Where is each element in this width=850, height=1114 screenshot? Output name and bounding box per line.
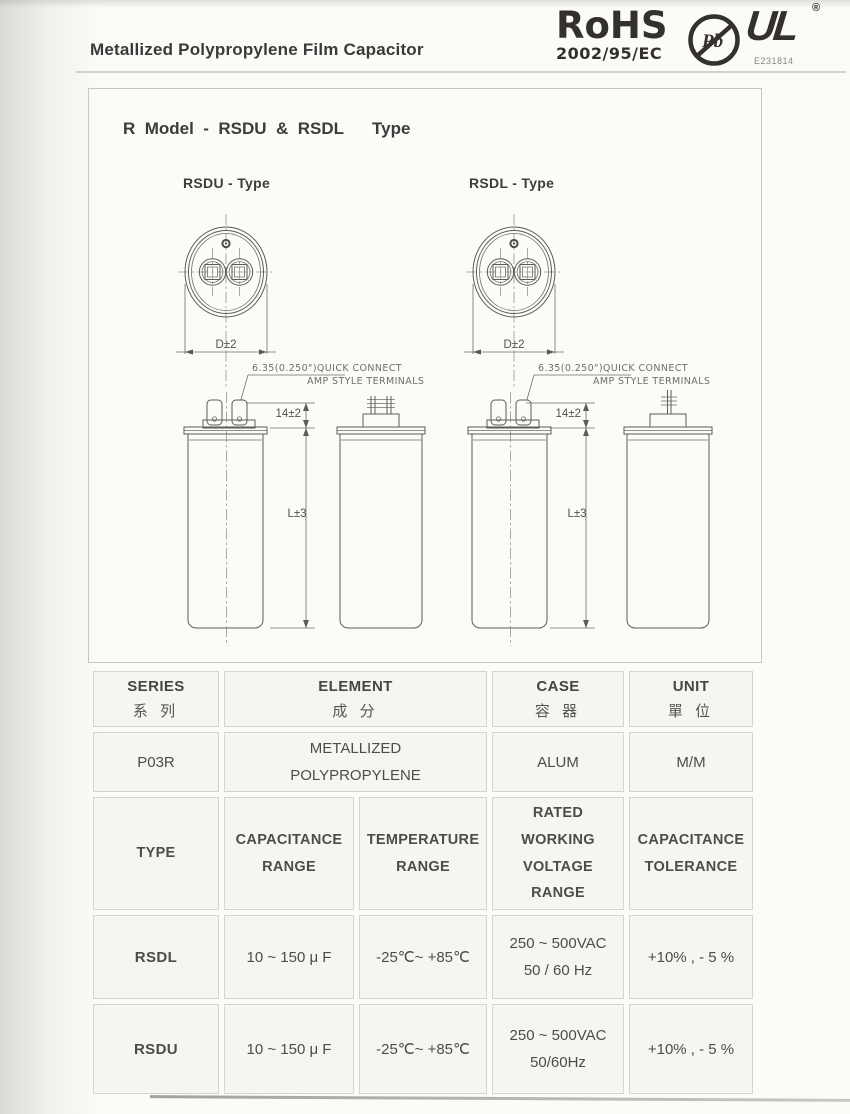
ul-logo-text: UL: [743, 2, 799, 49]
pb-free-icon: Pb: [688, 14, 740, 66]
series-value: P03R: [93, 732, 219, 792]
rsdu-capacitance: 10 ~ 150 μ F: [224, 1004, 354, 1095]
rsdl-type-label: RSDL - Type: [469, 175, 555, 191]
scan-shading-top: [0, 0, 850, 8]
element-value: METALLIZED POLYPROPYLENE: [224, 732, 487, 792]
rohs-directive-text: 2002/95/EC: [556, 44, 663, 63]
rsdu-tolerance: +10% , - 5 %: [629, 1004, 753, 1095]
registered-trademark-icon: ®: [812, 2, 821, 14]
rsdl-voltage: 250 ~ 500VAC 50 / 60 Hz: [492, 915, 624, 1000]
element-header-en: ELEMENT: [318, 677, 393, 695]
rsdu-type: RSDU: [93, 1004, 219, 1095]
unit-header-zh: 單 位: [667, 702, 715, 720]
rsdu-side-view: [337, 396, 425, 628]
rsdl-capacitance: 10 ~ 150 μ F: [224, 915, 354, 1000]
table-row-rsdu: RSDU 10 ~ 150 μ F -25℃~ +85℃ 250 ~ 500VA…: [93, 1004, 753, 1095]
unit-header-en: UNIT: [672, 677, 710, 695]
model-title: R Model - RSDU & RSDL Type: [123, 119, 411, 138]
rsdu-voltage: 250 ~ 500VAC 50/60Hz: [492, 1004, 624, 1095]
header-divider: [76, 71, 846, 73]
rsdl-tolerance: +10% , - 5 %: [629, 915, 753, 1000]
rsdl-temperature: -25℃~ +85℃: [359, 915, 487, 1000]
col-header-tolerance: CAPACITANCE TOLERANCE: [629, 797, 753, 911]
unit-value: M/M: [629, 732, 753, 792]
case-value: ALUM: [492, 732, 624, 792]
ul-file-number: E231814: [754, 56, 794, 66]
rsdu-drawing: [175, 213, 425, 647]
col-header-type: TYPE: [93, 797, 219, 911]
col-header-case: CASE 容 器: [492, 671, 624, 727]
rsdu-temperature: -25℃~ +85℃: [359, 1004, 487, 1095]
col-header-element: ELEMENT 成 分: [224, 671, 487, 727]
col-header-voltage: RATED WORKING VOLTAGE RANGE: [492, 797, 624, 911]
rsdl-type: RSDL: [93, 915, 219, 1000]
page-title: Metallized Polypropylene Film Capacitor: [90, 40, 424, 59]
col-header-unit: UNIT 單 位: [629, 671, 753, 727]
rohs-logo: RoHS 2002/95/EC: [556, 4, 668, 64]
table-header-row-2: TYPE CAPACITANCE RANGE TEMPERATURE RANGE…: [93, 797, 753, 911]
table-row-rsdl: RSDL 10 ~ 150 μ F -25℃~ +85℃ 250 ~ 500VA…: [93, 915, 753, 1000]
element-header-zh: 成 分: [332, 702, 379, 720]
series-header-zh: 系 列: [132, 702, 180, 720]
rsdu-type-label: RSDU - Type: [183, 175, 271, 191]
col-header-capacitance: CAPACITANCE RANGE: [224, 797, 354, 911]
drawing-panel: R Model - RSDU & RSDL Type RSDU - Type R…: [88, 88, 762, 663]
series-header-en: SERIES: [127, 677, 185, 695]
table-header-row-1: SERIES 系 列 ELEMENT 成 分 CASE 容 器 UNIT 單 位: [93, 671, 753, 727]
col-header-series: SERIES 系 列: [93, 671, 219, 727]
case-header-zh: 容 器: [534, 702, 582, 720]
rohs-logo-text: RoHS: [556, 4, 668, 47]
rsdl-side-view: [624, 390, 712, 628]
technical-drawing: D±2: [175, 213, 762, 647]
spec-table: SERIES 系 列 ELEMENT 成 分 CASE 容 器 UNIT 單 位…: [88, 666, 758, 1099]
scan-shading-left: [0, 0, 100, 1114]
col-header-temperature: TEMPERATURE RANGE: [359, 797, 487, 911]
case-header-en: CASE: [536, 677, 580, 695]
ul-logo: UL ® E231814: [743, 2, 836, 74]
rsdl-drawing: [463, 213, 712, 647]
table-series-row: P03R METALLIZED POLYPROPYLENE ALUM M/M: [93, 732, 753, 792]
